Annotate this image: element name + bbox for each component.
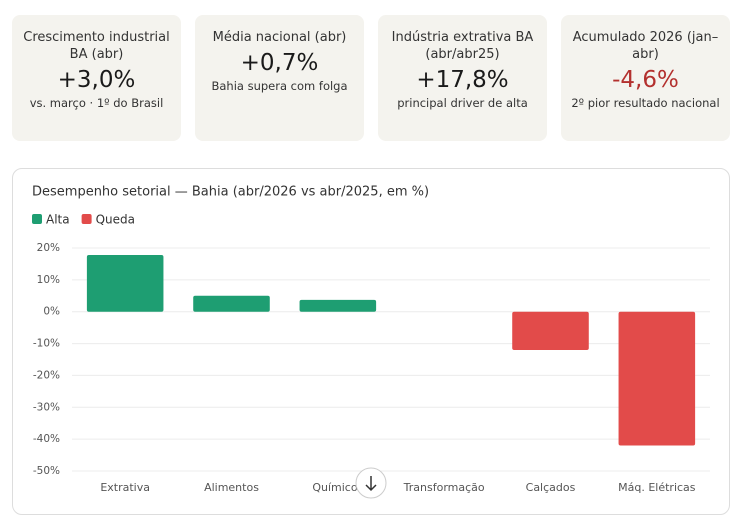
card-title: Indústria extrativa BA (abr/abr25)	[391, 30, 534, 62]
kpi-card: Média nacional (abr) +0,7% Bahia supera co…	[195, 15, 364, 141]
y-tick-label: 10%	[37, 274, 60, 286]
card-value: +3,0%	[57, 67, 136, 93]
bar	[193, 295, 270, 312]
legend-swatch	[81, 214, 92, 224]
kpi-card: Crescimento industrial BA (abr) +3,0% vs. …	[12, 15, 181, 141]
x-tick-label: Máq. Elétricas	[618, 481, 696, 494]
bar	[618, 311, 696, 446]
y-tick-label: 0%	[43, 306, 60, 318]
legend-swatch	[32, 214, 42, 224]
card-value: +17,8%	[416, 67, 509, 93]
card-note: Bahia supera com folga	[211, 79, 348, 93]
chart-panel	[12, 168, 730, 515]
y-tick-label: -10%	[33, 338, 60, 350]
card-note: vs. março · 1º do Brasil	[29, 96, 164, 110]
card-note: principal driver de alta	[397, 96, 528, 110]
bar	[512, 311, 589, 350]
card-title: Acumulado 2026 (jan–abr)	[572, 30, 719, 62]
card-note: 2º pior resultado nacional	[571, 96, 720, 110]
y-tick-label: 20%	[37, 242, 60, 254]
scroll-down-button[interactable]	[355, 467, 387, 499]
y-tick-label: -30%	[33, 401, 60, 413]
y-tick-label: -40%	[33, 433, 60, 445]
chart-title: Desempenho setorial — Bahia (abr/2026 vs…	[32, 185, 429, 200]
bar	[86, 255, 164, 312]
legend-label: Alta	[46, 213, 70, 227]
card-value: +0,7%	[240, 50, 319, 76]
kpi-card: Acumulado 2026 (jan–abr) -4,6% 2º pior res…	[561, 15, 730, 141]
bar	[299, 299, 377, 312]
legend-label: Queda	[96, 213, 135, 227]
card-value: -4,6%	[612, 67, 679, 93]
x-tick-label: Transformação	[403, 481, 485, 494]
card-title: Média nacional (abr)	[212, 30, 347, 45]
x-tick-label: Extrativa	[100, 481, 150, 494]
kpi-card: Indústria extrativa BA (abr/abr25) +17,8%…	[378, 15, 547, 141]
y-tick-label: -50%	[33, 465, 60, 477]
x-tick-label: Alimentos	[204, 481, 259, 494]
x-tick-label: Químicos	[312, 481, 363, 494]
card-title: Crescimento industrial BA (abr)	[23, 30, 170, 62]
y-tick-label: -20%	[33, 369, 60, 381]
x-tick-label: Calçados	[526, 481, 576, 494]
